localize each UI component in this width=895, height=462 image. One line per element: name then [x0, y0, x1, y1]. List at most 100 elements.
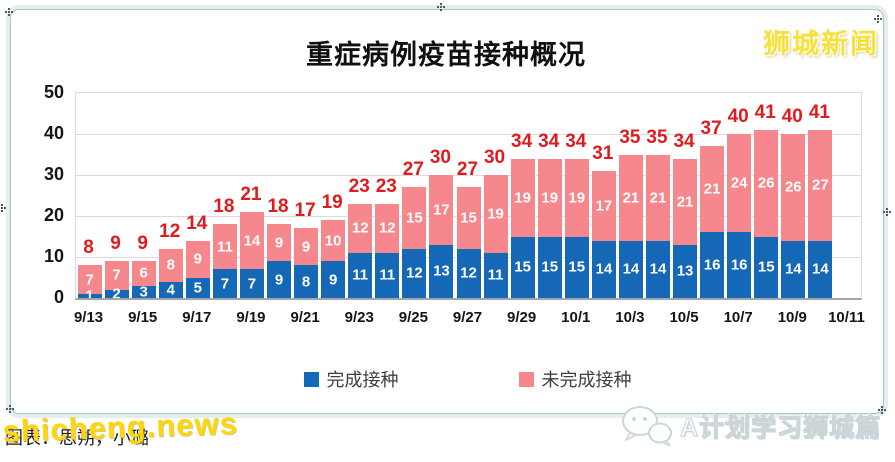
- bar-value-vaccinated: 1: [85, 287, 94, 300]
- account-watermark: A计划学习狮城篇: [620, 404, 881, 448]
- x-axis-tick-label: 9/19: [236, 309, 266, 326]
- bar-segment-unvaccinated[interactable]: 15: [402, 187, 427, 249]
- bar-value-unvaccinated: 12: [378, 219, 396, 237]
- legend-item-unvaccinated[interactable]: 未完成接种: [518, 366, 632, 392]
- bar-value-vaccinated: 15: [568, 258, 586, 276]
- bar-value-unvaccinated: 21: [622, 189, 640, 207]
- bar-segment-vaccinated[interactable]: 14: [591, 240, 616, 298]
- bar-value-unvaccinated: 10: [324, 232, 342, 250]
- bar-segment-vaccinated[interactable]: 15: [754, 236, 779, 298]
- bar-stack: 14 7: [239, 211, 264, 298]
- bar-segment-vaccinated[interactable]: 8: [294, 265, 319, 298]
- bar-segment-unvaccinated[interactable]: 24: [727, 134, 752, 233]
- bar-segment-unvaccinated[interactable]: 19: [510, 158, 535, 237]
- bar-stack: 15 12: [402, 187, 427, 298]
- bar-segment-vaccinated[interactable]: 14: [618, 240, 643, 298]
- chart-title[interactable]: 重症病例疫苗接种概况: [306, 40, 586, 70]
- selection-handle-top-center[interactable]: [440, 6, 442, 8]
- y-axis-tick-label: 0: [53, 287, 64, 307]
- bar-segment-vaccinated[interactable]: 15: [537, 236, 562, 298]
- bar-segment-unvaccinated[interactable]: 21: [645, 154, 670, 241]
- selection-handle-right-center[interactable]: [886, 211, 888, 213]
- account-watermark-text: A计划学习狮城篇: [679, 414, 881, 443]
- bar-segment-unvaccinated[interactable]: 7: [77, 265, 102, 294]
- bar-value-vaccinated: 16: [703, 256, 721, 274]
- bar-value-unvaccinated: 21: [676, 193, 694, 211]
- bar-segment-unvaccinated[interactable]: 27: [808, 129, 833, 241]
- bar-segment-unvaccinated[interactable]: 9: [294, 228, 319, 266]
- legend-item-vaccinated[interactable]: 完成接种: [303, 366, 399, 392]
- bar-segment-unvaccinated[interactable]: 10: [321, 220, 346, 262]
- bar-value-vaccinated: 14: [649, 260, 667, 278]
- x-axis-tick-label: 10/5: [669, 309, 699, 326]
- bar-segment-unvaccinated[interactable]: 17: [591, 170, 616, 241]
- bar-segment-vaccinated[interactable]: 11: [483, 252, 508, 298]
- bar-segment-vaccinated[interactable]: 15: [564, 236, 589, 298]
- bar-segment-vaccinated[interactable]: 4: [158, 281, 183, 298]
- bar-segment-vaccinated[interactable]: 3: [131, 284, 156, 298]
- selection-handle-top-left[interactable]: [8, 11, 10, 13]
- bar-segment-unvaccinated[interactable]: 9: [267, 224, 292, 262]
- bar-segment-unvaccinated[interactable]: 6: [131, 261, 156, 286]
- selection-handle-bottom-right[interactable]: [881, 409, 883, 411]
- legend-label-unvaccinated: 未完成接种: [541, 370, 632, 390]
- bar-segment-vaccinated[interactable]: 16: [700, 232, 725, 298]
- x-axis-tick-label: 9/27: [452, 309, 483, 326]
- gridline: [76, 175, 861, 176]
- bar-segment-unvaccinated[interactable]: 12: [348, 203, 373, 253]
- bar-segment-unvaccinated[interactable]: 21: [673, 158, 698, 245]
- bar-segment-vaccinated[interactable]: 1: [77, 288, 102, 298]
- selection-handle-bottom-left[interactable]: [9, 408, 11, 410]
- bar-segment-unvaccinated[interactable]: 8: [158, 248, 183, 282]
- selection-handle-left-center[interactable]: [1, 207, 3, 209]
- bar-segment-vaccinated[interactable]: 7: [239, 269, 264, 298]
- bar-stack: 10 9: [321, 220, 346, 298]
- bar-segment-unvaccinated[interactable]: 17: [429, 175, 454, 245]
- bar-segment-vaccinated[interactable]: 12: [402, 248, 427, 298]
- bar-segment-unvaccinated[interactable]: 7: [104, 261, 129, 290]
- bar-segment-unvaccinated[interactable]: 21: [618, 154, 643, 241]
- bar-segment-vaccinated[interactable]: 11: [375, 252, 400, 298]
- bar-segment-unvaccinated[interactable]: 12: [375, 203, 400, 253]
- bar-segment-vaccinated[interactable]: 7: [212, 269, 237, 298]
- bar-segment-vaccinated[interactable]: 16: [727, 232, 752, 298]
- bar-segment-unvaccinated[interactable]: 26: [754, 129, 779, 237]
- bar-segment-unvaccinated[interactable]: 19: [564, 158, 589, 237]
- bar-stack: 26 15: [754, 129, 779, 298]
- bar-segment-unvaccinated[interactable]: 9: [185, 240, 210, 278]
- bar-segment-vaccinated[interactable]: 14: [645, 240, 670, 298]
- bar-segment-unvaccinated[interactable]: 19: [537, 158, 562, 237]
- site-watermark: shicheng.news: [2, 405, 239, 449]
- bar-segment-unvaccinated[interactable]: 21: [700, 146, 725, 233]
- bar-segment-vaccinated[interactable]: 14: [781, 240, 806, 298]
- bar-value-unvaccinated: 19: [514, 189, 531, 207]
- bar-segment-vaccinated[interactable]: 9: [321, 261, 346, 298]
- bar-value-vaccinated: 4: [166, 281, 175, 299]
- bar-stack: 17 13: [429, 175, 454, 298]
- bar-value-unvaccinated: 26: [757, 174, 775, 192]
- bar-segment-unvaccinated[interactable]: 11: [212, 224, 237, 270]
- bar-stack: 17 14: [591, 170, 616, 298]
- bar-stack: 27 14: [808, 129, 833, 298]
- selection-handle-top-right[interactable]: [877, 18, 879, 20]
- bar-segment-vaccinated[interactable]: 9: [267, 261, 292, 298]
- bar-segment-vaccinated[interactable]: 13: [429, 244, 454, 298]
- bar-segment-unvaccinated[interactable]: 14: [239, 211, 264, 270]
- bar-segment-vaccinated[interactable]: 2: [104, 286, 129, 298]
- bar-value-vaccinated: 12: [406, 264, 423, 282]
- bar-stack: 19 15: [537, 158, 562, 298]
- bar-segment-vaccinated[interactable]: 5: [185, 277, 210, 298]
- bar-segment-unvaccinated[interactable]: 19: [483, 175, 508, 253]
- bar-value-vaccinated: 11: [487, 266, 504, 284]
- bar-segment-unvaccinated[interactable]: 26: [781, 134, 806, 241]
- bar-segment-vaccinated[interactable]: 14: [808, 240, 833, 298]
- bar-value-unvaccinated: 8: [166, 256, 175, 274]
- bar-segment-unvaccinated[interactable]: 15: [456, 187, 481, 249]
- bar-segment-vaccinated[interactable]: 15: [510, 236, 535, 298]
- bar-segment-vaccinated[interactable]: 13: [673, 244, 698, 298]
- y-axis-labels: 0 10 20 30 40 50: [24, 82, 64, 307]
- bar-value-unvaccinated: 12: [351, 219, 369, 237]
- bar-segment-vaccinated[interactable]: 12: [456, 248, 481, 298]
- bar-segment-vaccinated[interactable]: 11: [348, 252, 373, 298]
